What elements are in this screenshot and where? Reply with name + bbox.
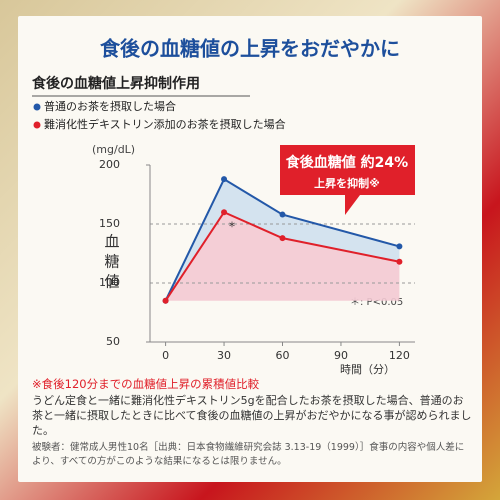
x-tick-label: 60: [276, 349, 290, 362]
chart-subtitle: 食後の血糖値上昇抑制作用: [32, 75, 200, 92]
legend-label: 普通のお茶を摂取した場合: [44, 99, 176, 113]
disclaimer: 被験者：健常成人男性10名［出典：日本食物繊維研究会誌 3.13-19（1999…: [32, 442, 465, 467]
significance-note: ＊: P<0.05: [350, 297, 403, 308]
legend-dot: [33, 103, 41, 111]
x-tick-label: 30: [217, 349, 231, 362]
point: [279, 235, 286, 242]
point: [221, 209, 228, 216]
series-line: [164, 210, 400, 302]
legend-label: 難消化性デキストリン添加のお茶を摂取した場合: [44, 117, 286, 131]
x-tick-label: 90: [334, 349, 348, 362]
y-tick-label: 200: [99, 158, 120, 171]
x-label: 時間（分）: [340, 363, 395, 376]
series-line: [164, 177, 400, 302]
significance-mark: *: [229, 220, 235, 234]
y-tick-label: 100: [99, 276, 120, 289]
y-label: 糖: [104, 253, 119, 271]
legend-dot: [33, 121, 41, 129]
x-tick-label: 120: [389, 349, 410, 362]
callout-line1: 食後血糖値 約24%: [286, 154, 408, 171]
area-under: [165, 212, 400, 301]
y-unit: (mg/dL): [92, 143, 135, 156]
callout-box: [280, 145, 415, 215]
x-tick-label: 0: [162, 349, 169, 362]
footnote: ※食後120分までの血糖値上昇の累積値比較: [32, 377, 260, 391]
description: うどん定食と一緒に難消化性デキストリン5gを配合したお茶を摂取した場合、普通のお…: [32, 394, 472, 437]
callout-line2: 上昇を抑制※: [314, 176, 380, 190]
point: [162, 297, 169, 304]
point: [396, 258, 403, 265]
y-label: 血: [104, 233, 119, 251]
chart-title: 食後の血糖値の上昇をおだやかに: [100, 37, 400, 61]
point: [279, 211, 286, 218]
y-tick-label: 150: [99, 217, 120, 230]
point: [221, 176, 228, 183]
point: [396, 243, 403, 250]
y-tick-label: 50: [106, 335, 120, 348]
y-label: 値: [104, 273, 119, 291]
